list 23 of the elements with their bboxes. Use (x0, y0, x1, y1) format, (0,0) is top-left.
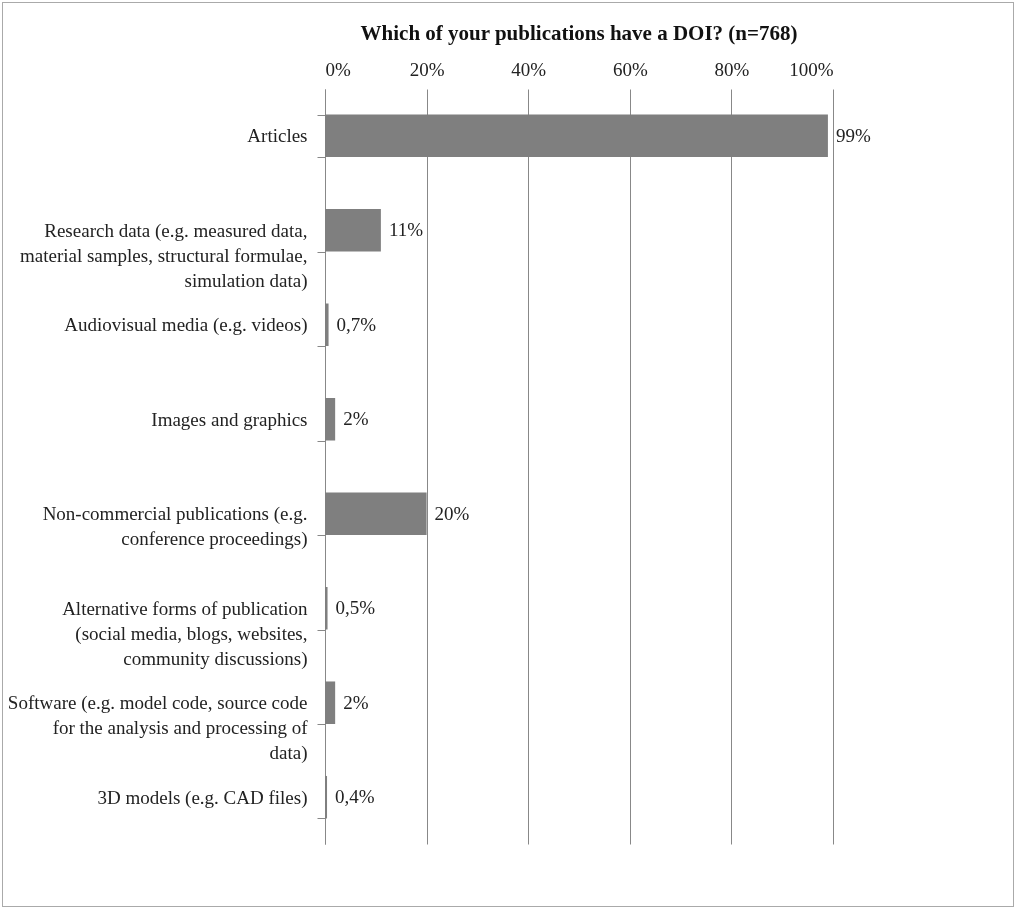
y-tick-label: Articles (247, 125, 308, 147)
y-tick-label: Alternative forms of publication (social media, blogs, websites, community discussions) (62, 597, 308, 670)
y-tick-label: Audiovisual media (e.g. videos) (64, 314, 308, 337)
y-tick-label: Non-commercial publications (e.g. conference proceedings) (42, 503, 308, 551)
data-label: 2% (343, 691, 369, 713)
x-tick-label: 0% (325, 58, 351, 80)
data-label: 99% (835, 124, 871, 146)
x-tick-label: 60% (612, 58, 648, 80)
data-label: 0,7% (336, 313, 377, 335)
y-tick-label: 3D models (e.g. CAD files) (97, 786, 308, 809)
data-label: 2% (343, 408, 369, 430)
data-label: 0,5% (335, 597, 376, 619)
x-tick-label: 40% (511, 58, 547, 80)
data-label: 20% (434, 502, 470, 524)
chart-title: Which of your publications have a DOI? (n=768) (360, 21, 798, 45)
x-tick-label: 20% (409, 58, 445, 80)
y-tick-label: Research data (e.g. measured data, material samples, structural formulae, simulation data) (19, 219, 308, 292)
data-label: 11% (388, 219, 424, 241)
y-tick-label: Software (e.g. model code, source code for the analysis and processing of data) (7, 692, 309, 765)
y-tick-label: Images and graphics (151, 408, 308, 430)
x-tick-label: 100% (789, 58, 834, 80)
x-tick-label: 80% (714, 58, 750, 80)
data-label: 0,4% (335, 786, 375, 808)
